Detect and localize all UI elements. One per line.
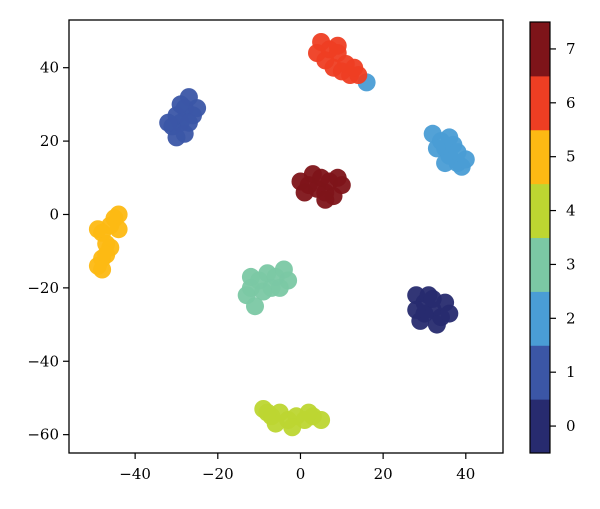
x-tick-label: −20	[202, 465, 234, 483]
colorbar-tick-label: 4	[566, 202, 576, 220]
point-5-10	[109, 205, 128, 224]
colorbar-segment-0	[530, 399, 550, 454]
colorbar-tick-label: 7	[566, 40, 576, 58]
y-tick-label: −40	[27, 352, 59, 370]
y-tick-label: −60	[27, 426, 59, 444]
point-2-10	[448, 143, 467, 162]
colorbar-tick-label: 2	[566, 309, 576, 327]
point-4-10	[258, 403, 277, 422]
colorbar-segment-1	[530, 345, 550, 400]
colorbar-segment-2	[530, 291, 550, 346]
x-tick-label: 0	[296, 465, 306, 483]
point-7-10	[328, 168, 347, 187]
point-3-11	[270, 278, 289, 297]
point-5-9	[88, 220, 107, 239]
colorbar-tick-label: 3	[566, 255, 576, 273]
point-1-8	[159, 113, 178, 132]
cluster-6	[308, 33, 368, 84]
point-1-9	[188, 99, 207, 118]
point-0-9	[440, 304, 459, 323]
y-tick-label: 20	[40, 132, 59, 150]
cluster-0	[407, 286, 459, 334]
cluster-1	[159, 88, 207, 147]
point-2-8	[427, 139, 446, 158]
point-3-7	[246, 297, 264, 316]
point-6-11	[328, 36, 347, 55]
y-tick-label: 40	[40, 59, 59, 77]
point-5-11	[93, 260, 112, 279]
y-tick-label: 0	[49, 205, 59, 223]
cluster-4	[254, 400, 331, 437]
point-7-11	[316, 190, 335, 209]
colorbar: 0 1 2 3 4 5 6 7	[529, 21, 576, 454]
point-6-10	[345, 58, 364, 77]
x-tick-label: 40	[456, 465, 475, 483]
colorbar-segment-7	[530, 22, 550, 77]
point-1-11	[179, 113, 198, 132]
colorbar-tick-label: 6	[566, 94, 576, 112]
x-tick-label: 20	[374, 465, 393, 483]
colorbar-segment-6	[530, 75, 550, 131]
point-2-11	[436, 154, 455, 173]
point-6-9	[308, 44, 326, 62]
x-tick-label: −40	[119, 465, 151, 483]
point-5-6	[109, 220, 128, 239]
scatter-points	[88, 33, 475, 437]
point-7-9	[295, 183, 314, 202]
colorbar-segment-4	[530, 183, 550, 239]
cluster-2	[357, 73, 475, 176]
colorbar-tick-label: 5	[566, 148, 576, 166]
point-1-10	[171, 95, 190, 114]
colorbar-tick-label: 0	[566, 417, 576, 435]
point-4-11	[299, 403, 318, 422]
colorbar-segment-3	[530, 237, 550, 292]
cluster-5	[88, 205, 128, 279]
x-axis: −40 −20 0 20 40	[119, 453, 475, 483]
cluster-3	[237, 260, 298, 316]
colorbar-frame	[529, 21, 551, 454]
point-0-11	[423, 289, 442, 308]
y-tick-label: −20	[27, 279, 59, 297]
point-5-8	[97, 245, 116, 264]
point-4-9	[283, 418, 302, 437]
point-2-9	[440, 128, 459, 147]
colorbar-segment-5	[530, 129, 550, 185]
point-0-7	[427, 315, 446, 334]
plot-frame	[68, 19, 504, 454]
y-axis: 40 20 0 −20 −40 −60	[27, 59, 69, 444]
point-3-10	[241, 267, 260, 286]
point-0-10	[407, 300, 426, 319]
cluster-7	[291, 165, 351, 209]
colorbar-tick-label: 1	[566, 363, 576, 381]
